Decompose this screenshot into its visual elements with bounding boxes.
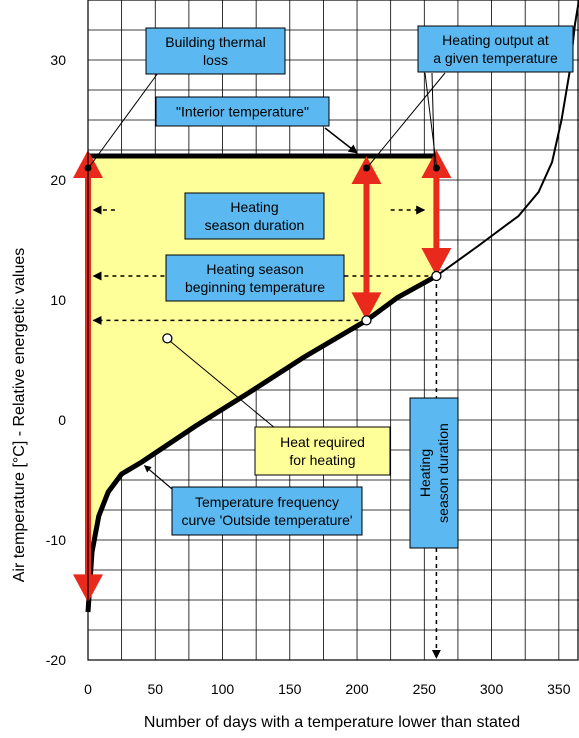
x-tick-label: 0 bbox=[84, 681, 92, 697]
leader-thermal-loss bbox=[89, 72, 159, 167]
annotation-box bbox=[184, 192, 325, 240]
annotation-text: "Interior temperature" bbox=[176, 104, 309, 120]
annotation-text: for heating bbox=[289, 452, 355, 468]
annotation-box bbox=[171, 486, 363, 536]
leader-output-2 bbox=[424, 72, 437, 167]
leader-heat-required bbox=[170, 341, 288, 439]
annotation-text: season duration bbox=[205, 217, 305, 233]
y-tick-label: -10 bbox=[46, 532, 66, 548]
x-tick-label: 150 bbox=[278, 681, 302, 697]
x-tick-label: 50 bbox=[147, 681, 163, 697]
annotation-text: curve 'Outside temperature' bbox=[181, 512, 352, 528]
leader-output-3 bbox=[431, 72, 435, 167]
plot-frame bbox=[87, 0, 579, 661]
curve-marker bbox=[361, 315, 372, 326]
annotation-heating-output: Heating output at a given temperature bbox=[417, 25, 574, 73]
y-tick-label: 20 bbox=[50, 172, 66, 188]
annotation-text: Heating bbox=[230, 199, 278, 215]
x-tick-label: 200 bbox=[345, 681, 369, 697]
annotation-text: Building thermal bbox=[165, 34, 265, 50]
curve-points bbox=[84, 164, 442, 344]
annotation-box bbox=[155, 96, 330, 127]
annotation-text: Heating bbox=[417, 449, 433, 497]
annotation-text: Heating season bbox=[206, 261, 303, 277]
annotation-temperature-frequency-curve: Temperature frequency curve 'Outside temp… bbox=[171, 486, 363, 536]
x-tick-label: 350 bbox=[547, 681, 571, 697]
x-tick-label: 250 bbox=[413, 681, 437, 697]
y-tick-label: 30 bbox=[50, 52, 66, 68]
season-begin-arrow-head-bottom bbox=[421, 248, 452, 276]
annotation-building-thermal-loss: Building thermal loss bbox=[145, 27, 286, 75]
y-tick-label: -20 bbox=[46, 652, 66, 668]
annotation-text: Heating output at bbox=[442, 32, 549, 48]
leader-interior bbox=[324, 127, 358, 154]
annotation-text: a given temperature bbox=[433, 50, 558, 66]
y-tick-label: 10 bbox=[50, 292, 66, 308]
axis-tick-labels: 0 50 100 150 200 250 300 350 -20 -10 0 10 20 30 bbox=[46, 52, 571, 697]
curve-marker bbox=[431, 270, 442, 282]
curve-marker bbox=[162, 333, 173, 344]
annotation-box bbox=[254, 426, 391, 476]
annotation-interior-temperature: "Interior temperature" bbox=[155, 96, 330, 127]
annotation-heating-season-beginning: Heating season beginning temperature bbox=[165, 254, 345, 302]
annotation-text: loss bbox=[203, 52, 228, 68]
outside-temperature-curve-heating bbox=[85, 273, 438, 613]
annotation-text: beginning temperature bbox=[185, 279, 325, 295]
x-axis-label: Number of days with a temperature lower … bbox=[144, 714, 520, 731]
annotation-text: Temperature frequency bbox=[195, 494, 339, 510]
annotation-box bbox=[165, 254, 345, 302]
interior-dot bbox=[362, 164, 370, 172]
annotation-boxes: Building thermal loss Heating output at a g… bbox=[145, 25, 574, 549]
given-output-arrow-head-bottom bbox=[351, 292, 382, 321]
x-tick-label: 100 bbox=[211, 681, 235, 697]
x-tick-label: 300 bbox=[480, 681, 504, 697]
interior-dot bbox=[432, 164, 440, 172]
y-tick-label: 0 bbox=[58, 412, 66, 428]
annotation-heating-season-duration: Heating season duration bbox=[184, 192, 325, 240]
annotation-box bbox=[417, 25, 574, 73]
annotation-text: season duration bbox=[435, 423, 451, 523]
annotation-box bbox=[409, 397, 459, 549]
y-axis-label: Air temperature [°C] - Relative energeti… bbox=[11, 248, 28, 583]
annotation-heating-season-duration-vertical: Heating season duration bbox=[409, 397, 459, 549]
annotation-text: Heat required bbox=[280, 434, 365, 450]
annotation-box bbox=[145, 27, 286, 75]
annotation-heat-required: Heat required for heating bbox=[254, 426, 391, 476]
